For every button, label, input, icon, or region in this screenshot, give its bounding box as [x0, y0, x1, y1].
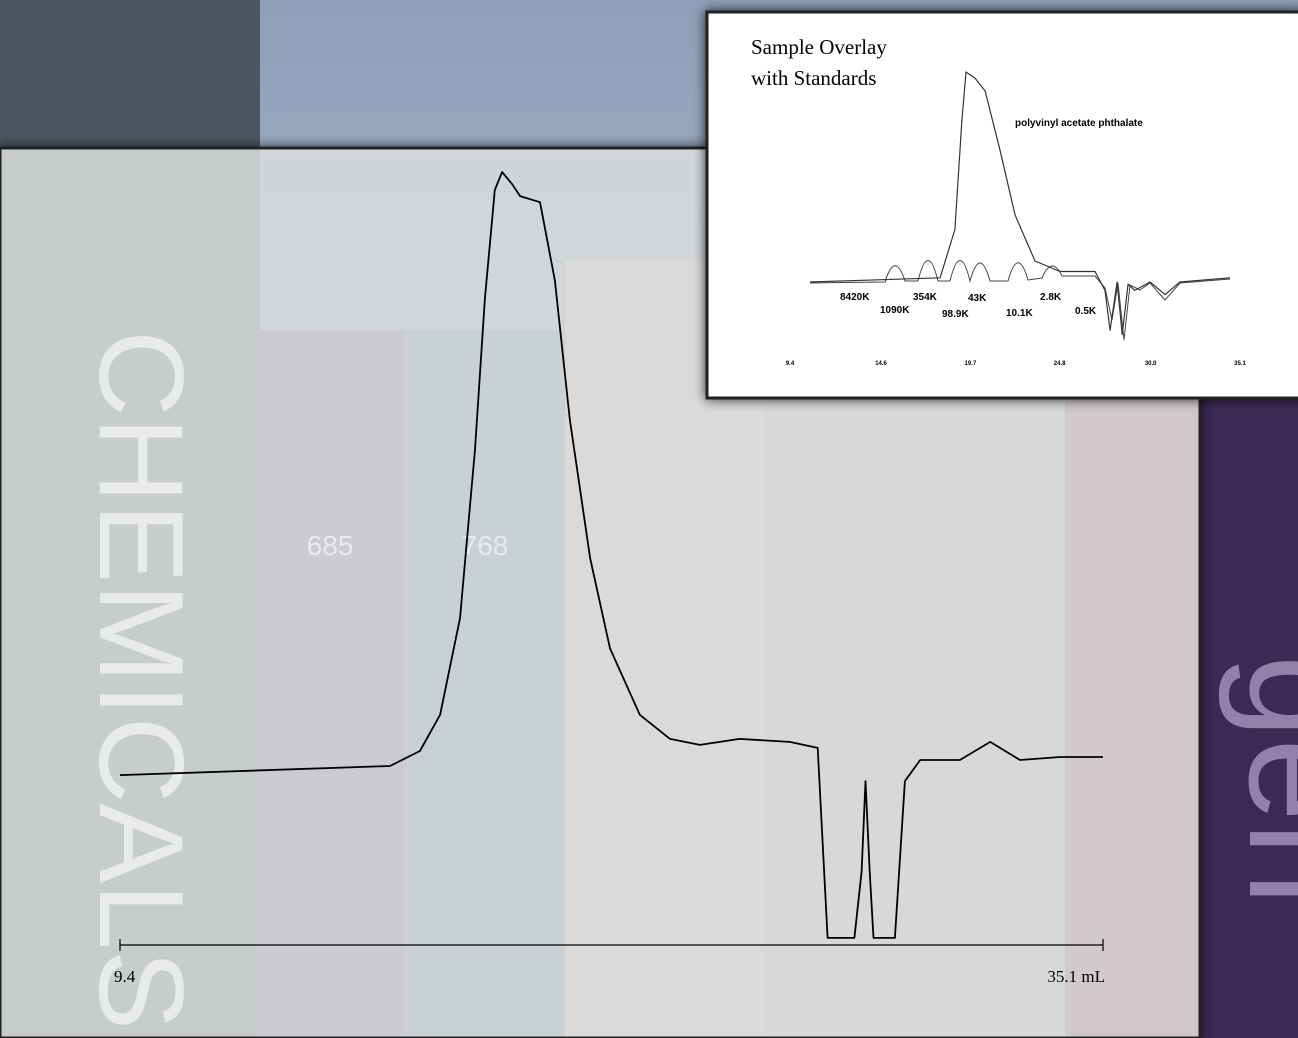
x-tick-label: 14.6	[875, 361, 887, 367]
bg-book	[1200, 380, 1298, 1038]
standards-trace	[809, 260, 1231, 341]
background-text: gen	[1218, 655, 1298, 905]
data-line	[809, 71, 1231, 336]
x-tick-label: 9.4	[114, 967, 136, 986]
background-text: 768	[462, 530, 509, 561]
x-tick-label: 35.1	[1234, 361, 1246, 367]
peak-label: 43K	[968, 293, 987, 304]
x-tick-label: 19.7	[965, 361, 977, 367]
inset-title: Sample Overlay	[751, 35, 887, 59]
peak-label: 354K	[913, 292, 938, 303]
x-tick-label: 30.0	[1145, 361, 1157, 367]
peak-label: 2.8K	[1040, 292, 1062, 303]
x-tick-label: 9.4	[786, 361, 795, 367]
inset-panel	[705, 10, 1298, 400]
peak-label: 8420K	[840, 292, 870, 303]
peak-label: 1090K	[880, 305, 910, 316]
annotation: polyvinyl acetate phthalate	[1015, 118, 1143, 129]
data-line	[119, 171, 1103, 939]
peak-label: 0.5K	[1075, 306, 1097, 317]
peak-label: 10.1K	[1006, 308, 1033, 319]
inset-title: with Standards	[751, 66, 876, 90]
peak-label: 98.9K	[942, 309, 969, 320]
background-text: 685	[307, 530, 354, 561]
x-tick-label: 24.8	[1054, 361, 1066, 367]
x-tick-label: 35.1 mL	[1047, 967, 1105, 986]
background-text: CHEMICALS	[74, 330, 208, 1030]
